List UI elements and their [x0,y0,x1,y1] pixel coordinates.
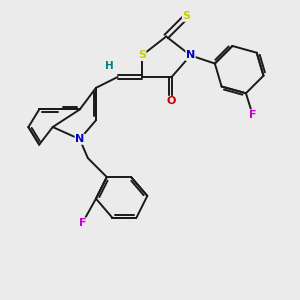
Text: N: N [186,50,195,60]
Text: N: N [75,134,84,144]
Text: O: O [167,96,176,106]
Text: H: H [105,61,114,71]
Text: S: S [182,11,190,21]
Text: F: F [79,218,86,228]
Text: F: F [249,110,256,120]
Text: S: S [138,50,146,60]
